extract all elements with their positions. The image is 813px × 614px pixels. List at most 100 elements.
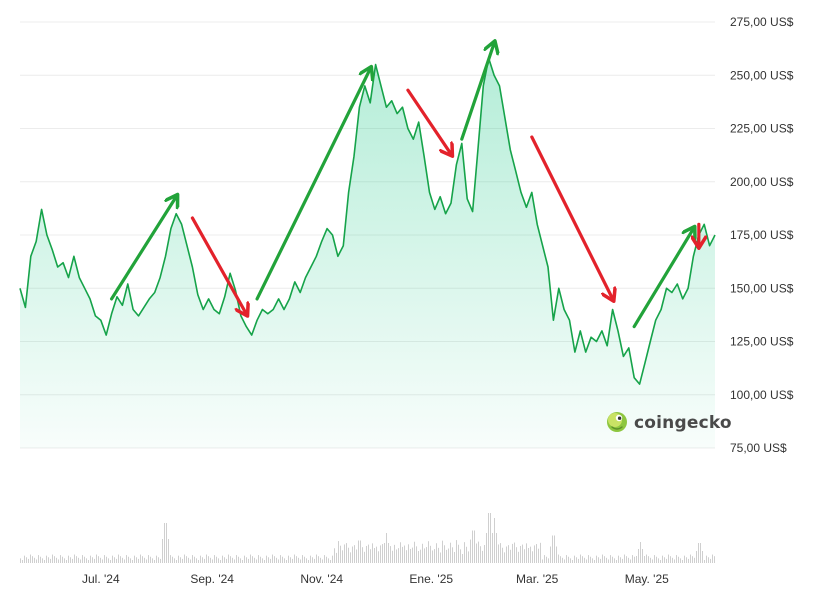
volume-bar xyxy=(52,554,53,563)
volume-bar xyxy=(394,544,395,563)
volume-bar xyxy=(468,551,469,563)
volume-bar xyxy=(322,559,323,563)
trend-annotations xyxy=(109,43,699,329)
volume-bar xyxy=(592,558,593,563)
volume-bar xyxy=(220,560,221,563)
volume-bar xyxy=(348,547,349,563)
volume-bar xyxy=(256,559,257,563)
volume-bar xyxy=(602,554,603,563)
volume-bar xyxy=(218,558,219,563)
volume-bar xyxy=(506,546,507,563)
volume-bar xyxy=(266,555,267,563)
volume-bar xyxy=(340,545,341,563)
volume-bar xyxy=(92,557,93,563)
volume-bar xyxy=(612,556,613,563)
volume-bar xyxy=(120,556,121,563)
volume-bar xyxy=(354,545,355,563)
volume-bar xyxy=(222,555,223,563)
volume-bar xyxy=(46,555,47,563)
volume-bar xyxy=(584,557,585,563)
volume-bar xyxy=(518,551,519,563)
volume-bar xyxy=(434,549,435,563)
volume-bar xyxy=(284,558,285,563)
volume-bar xyxy=(164,523,165,563)
volume-bar xyxy=(680,558,681,563)
volume-bar xyxy=(136,557,137,563)
volume-bar xyxy=(482,550,483,563)
volume-bar xyxy=(232,557,233,563)
volume-bar xyxy=(130,558,131,563)
volume-bar xyxy=(334,548,335,563)
volume-bar xyxy=(460,549,461,563)
volume-bar xyxy=(694,557,695,563)
volume-bar xyxy=(110,560,111,563)
volume-bar xyxy=(580,554,581,563)
volume-bar xyxy=(368,544,369,563)
volume-bar xyxy=(280,555,281,563)
volume-bar xyxy=(150,556,151,563)
y-tick-label: 75,00 US$ xyxy=(730,441,787,455)
volume-bar xyxy=(228,554,229,563)
volume-bar xyxy=(666,558,667,563)
volume-bar xyxy=(186,556,187,563)
volume-bar xyxy=(236,555,237,563)
volume-bar xyxy=(104,555,105,563)
volume-bar xyxy=(300,559,301,563)
volume-bar xyxy=(378,551,379,563)
x-tick-label: Mar. '25 xyxy=(516,572,559,586)
volume-bar xyxy=(188,557,189,563)
trend-arrow-up xyxy=(255,69,370,301)
volume-bar xyxy=(380,545,381,563)
volume-bar xyxy=(328,558,329,563)
volume-bar xyxy=(454,551,455,563)
y-tick-label: 200,00 US$ xyxy=(730,175,794,189)
volume-bar xyxy=(452,547,453,563)
volume-bar xyxy=(690,554,691,563)
volume-bar xyxy=(302,555,303,563)
volume-bar xyxy=(22,560,23,563)
volume-bar xyxy=(242,560,243,563)
volume-bar xyxy=(26,557,27,563)
volume-bar xyxy=(574,555,575,563)
volume-bar xyxy=(706,555,707,563)
volume-bar xyxy=(96,554,97,563)
volume-bar xyxy=(192,555,193,563)
volume-bar xyxy=(318,556,319,563)
volume-bar xyxy=(250,554,251,563)
volume-bar xyxy=(674,559,675,563)
y-tick-label: 150,00 US$ xyxy=(730,281,794,295)
volume-bar xyxy=(626,556,627,563)
volume-bar xyxy=(474,530,475,563)
volume-bar xyxy=(624,554,625,563)
volume-bar xyxy=(312,557,313,563)
volume-bar xyxy=(398,548,399,563)
volume-bar xyxy=(568,556,569,563)
volume-bar xyxy=(484,545,485,563)
volume-bar xyxy=(294,554,295,563)
volume-bar xyxy=(488,513,489,563)
volume-bar xyxy=(698,543,699,563)
volume-bar xyxy=(588,555,589,563)
volume-bar xyxy=(392,550,393,563)
volume-bar xyxy=(532,551,533,563)
volume-bar xyxy=(390,546,391,563)
volume-bar xyxy=(78,557,79,563)
volume-bar xyxy=(538,548,539,563)
volume-bar xyxy=(206,554,207,563)
volume-bar xyxy=(346,543,347,563)
price-line xyxy=(19,57,716,385)
volume-bar xyxy=(618,555,619,563)
volume-bar xyxy=(450,542,451,563)
volume-bar xyxy=(486,533,487,563)
volume-bar xyxy=(28,558,29,563)
volume-bar xyxy=(268,557,269,563)
volume-bar xyxy=(258,555,259,563)
volume-bar xyxy=(478,541,479,563)
volume-bar xyxy=(358,540,359,563)
volume-bar xyxy=(64,558,65,563)
volume-bar xyxy=(70,557,71,563)
volume-bar xyxy=(524,549,525,563)
volume-bar xyxy=(30,554,31,563)
trend-arrow-up xyxy=(460,43,494,141)
volume-bar xyxy=(372,543,373,563)
